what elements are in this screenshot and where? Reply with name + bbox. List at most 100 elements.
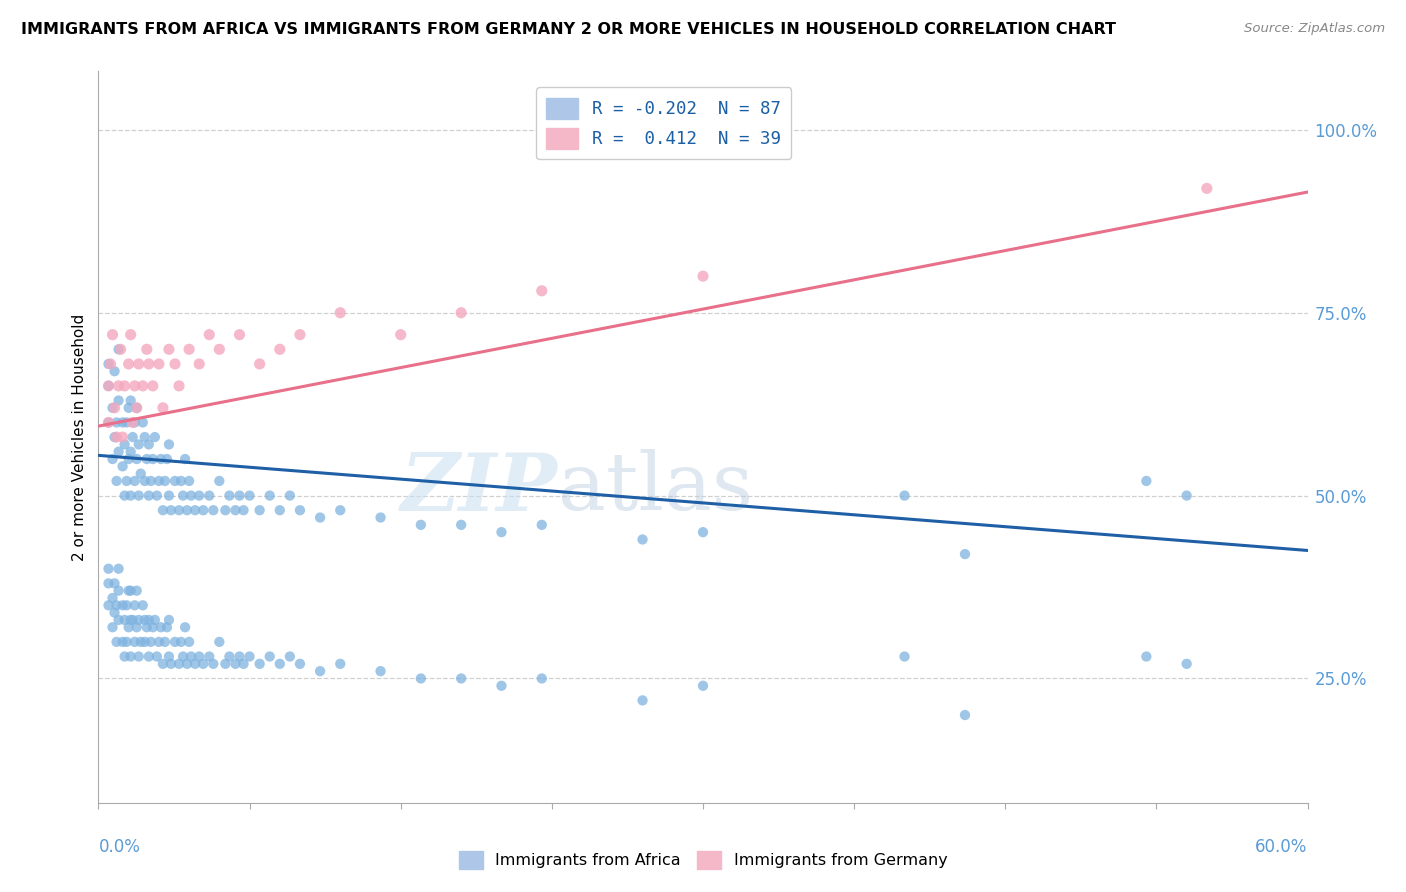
Point: [128, 357, 150, 371]
Point: [157, 613, 180, 627]
Point: [118, 357, 141, 371]
Point: [120, 613, 142, 627]
Point: [174, 620, 197, 634]
Point: [101, 620, 124, 634]
Point: [118, 401, 141, 415]
Point: [953, 547, 976, 561]
Point: [176, 503, 198, 517]
Point: [115, 635, 138, 649]
Point: [157, 489, 180, 503]
Point: [132, 416, 155, 430]
Point: [180, 649, 202, 664]
Point: [208, 474, 231, 488]
Point: [132, 379, 155, 393]
Point: [228, 649, 250, 664]
Point: [953, 708, 976, 723]
Point: [101, 401, 124, 415]
Point: [228, 327, 250, 342]
Point: [218, 489, 240, 503]
Point: [125, 620, 148, 634]
Point: [491, 525, 513, 540]
Point: [160, 657, 183, 671]
Point: [218, 649, 240, 664]
Point: [120, 649, 142, 664]
Text: 60.0%: 60.0%: [1256, 838, 1308, 856]
Point: [134, 635, 156, 649]
Point: [156, 452, 179, 467]
Point: [135, 343, 157, 357]
Point: [115, 474, 138, 488]
Point: [114, 613, 136, 627]
Point: [172, 649, 194, 664]
Point: [409, 517, 432, 532]
Point: [198, 327, 221, 342]
Point: [1195, 181, 1218, 195]
Point: [105, 474, 128, 488]
Point: [1175, 489, 1198, 503]
Point: [107, 379, 129, 393]
Point: [139, 474, 162, 488]
Point: [153, 474, 176, 488]
Point: [179, 474, 201, 488]
Point: [163, 635, 186, 649]
Point: [259, 489, 281, 503]
Point: [111, 635, 134, 649]
Point: [184, 657, 207, 671]
Text: IMMIGRANTS FROM AFRICA VS IMMIGRANTS FROM GERMANY 2 OR MORE VEHICLES IN HOUSEHOL: IMMIGRANTS FROM AFRICA VS IMMIGRANTS FRO…: [21, 22, 1116, 37]
Point: [148, 357, 170, 371]
Point: [101, 327, 124, 342]
Point: [121, 430, 143, 444]
Point: [97, 576, 120, 591]
Point: [134, 613, 156, 627]
Text: Source: ZipAtlas.com: Source: ZipAtlas.com: [1244, 22, 1385, 36]
Point: [105, 416, 128, 430]
Point: [103, 364, 125, 378]
Text: 0.0%: 0.0%: [98, 838, 141, 856]
Point: [146, 489, 169, 503]
Point: [631, 533, 654, 547]
Point: [124, 416, 146, 430]
Point: [101, 452, 124, 467]
Point: [105, 430, 128, 444]
Point: [152, 401, 174, 415]
Point: [121, 613, 143, 627]
Point: [249, 503, 271, 517]
Point: [370, 510, 392, 524]
Point: [101, 591, 124, 605]
Point: [120, 393, 142, 408]
Point: [103, 576, 125, 591]
Point: [692, 269, 714, 284]
Point: [111, 416, 134, 430]
Point: [157, 649, 180, 664]
Point: [692, 525, 714, 540]
Point: [249, 357, 271, 371]
Point: [134, 474, 156, 488]
Point: [170, 474, 193, 488]
Text: ZIP: ZIP: [401, 450, 558, 527]
Point: [142, 620, 165, 634]
Point: [214, 657, 236, 671]
Point: [288, 327, 311, 342]
Point: [120, 444, 142, 458]
Point: [143, 613, 166, 627]
Point: [115, 416, 138, 430]
Point: [97, 416, 120, 430]
Point: [103, 430, 125, 444]
Point: [100, 357, 122, 371]
Text: atlas: atlas: [558, 450, 754, 527]
Point: [278, 649, 301, 664]
Point: [157, 437, 180, 451]
Point: [107, 444, 129, 458]
Point: [450, 672, 472, 686]
Point: [188, 489, 211, 503]
Point: [138, 437, 160, 451]
Point: [107, 562, 129, 576]
Point: [129, 635, 152, 649]
Point: [188, 357, 211, 371]
Point: [224, 503, 246, 517]
Point: [163, 357, 186, 371]
Point: [97, 562, 120, 576]
Point: [120, 327, 142, 342]
Point: [138, 613, 160, 627]
Point: [329, 306, 352, 320]
